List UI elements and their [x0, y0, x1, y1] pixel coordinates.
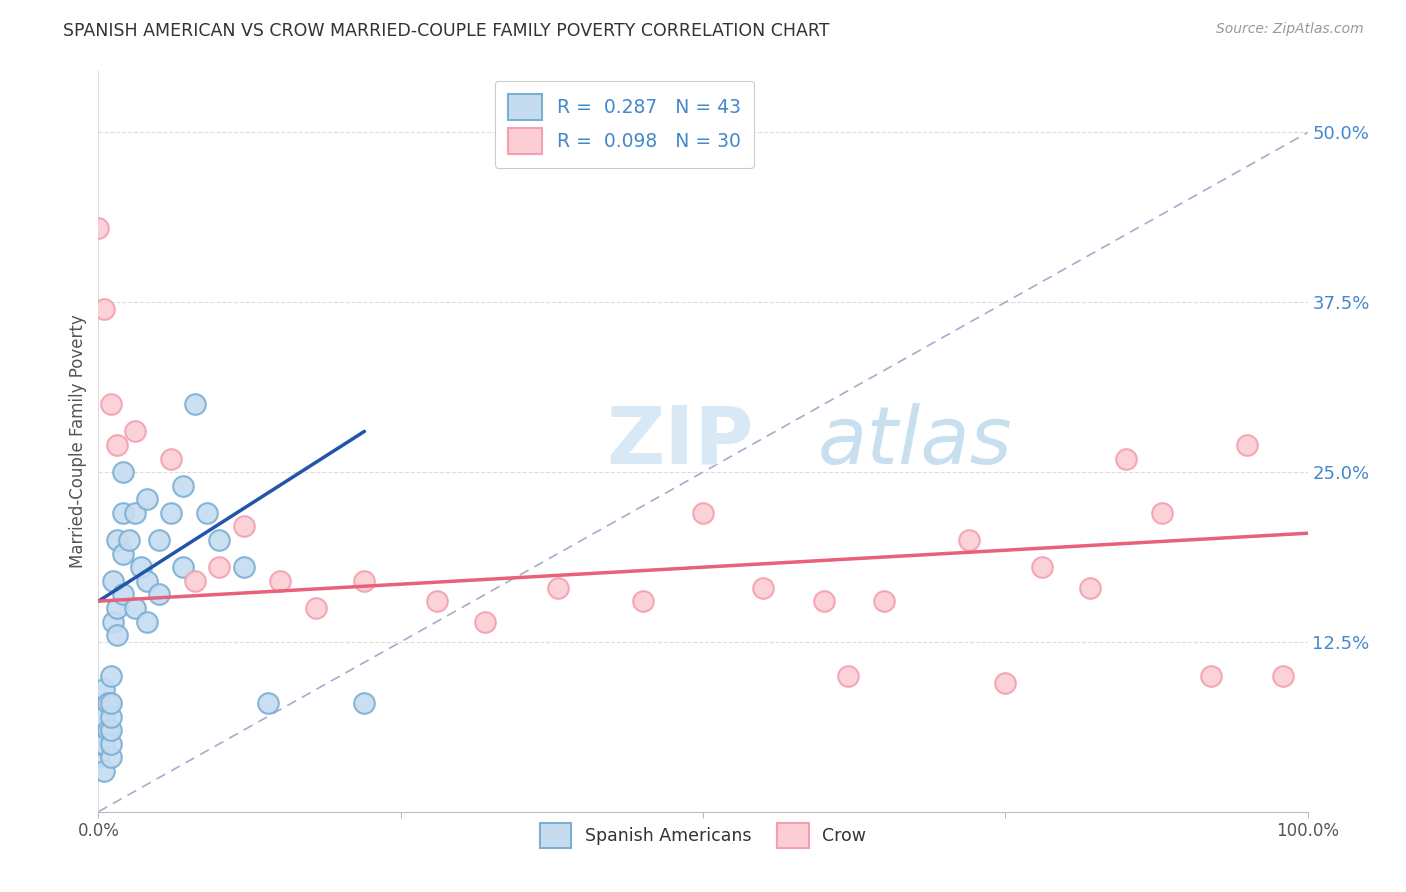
Point: [232, 519, 254, 533]
Point: [111, 587, 134, 601]
Point: [105, 628, 128, 642]
Point: [692, 506, 714, 520]
Point: [1236, 438, 1258, 452]
Point: [93, 737, 115, 751]
Point: [135, 615, 157, 629]
Point: [97, 723, 120, 738]
Point: [100, 397, 122, 411]
Point: [1031, 560, 1053, 574]
Point: [148, 533, 170, 547]
Point: [124, 506, 146, 520]
Point: [474, 615, 496, 629]
Point: [353, 696, 375, 710]
Point: [873, 594, 896, 608]
Point: [100, 696, 122, 710]
Point: [135, 574, 157, 588]
Point: [100, 669, 122, 683]
Point: [1199, 669, 1222, 683]
Point: [1078, 581, 1101, 595]
Point: [118, 533, 141, 547]
Point: [148, 587, 170, 601]
Point: [994, 675, 1017, 690]
Point: [547, 581, 569, 595]
Point: [101, 615, 124, 629]
Point: [172, 560, 194, 574]
Point: [93, 682, 115, 697]
Text: Source: ZipAtlas.com: Source: ZipAtlas.com: [1216, 22, 1364, 37]
Point: [100, 750, 122, 764]
Point: [93, 302, 115, 317]
Point: [426, 594, 449, 608]
Point: [208, 560, 231, 574]
Point: [129, 560, 152, 574]
Point: [256, 696, 278, 710]
Point: [100, 737, 122, 751]
Point: [87, 709, 110, 723]
Point: [93, 709, 115, 723]
Point: [124, 425, 146, 439]
Point: [160, 506, 183, 520]
Point: [1115, 451, 1137, 466]
Point: [105, 533, 128, 547]
Point: [195, 506, 218, 520]
Point: [135, 492, 157, 507]
Point: [813, 594, 835, 608]
Point: [1272, 669, 1295, 683]
Text: ZIP: ZIP: [606, 402, 754, 481]
Point: [957, 533, 980, 547]
Legend: Spanish Americans, Crow: Spanish Americans, Crow: [531, 814, 875, 856]
Point: [93, 764, 115, 778]
Point: [837, 669, 859, 683]
Point: [184, 397, 207, 411]
Point: [87, 723, 110, 738]
Point: [631, 594, 654, 608]
Point: [87, 220, 110, 235]
Point: [305, 601, 328, 615]
Point: [172, 478, 194, 492]
Point: [184, 574, 207, 588]
Text: atlas: atlas: [818, 402, 1012, 481]
Point: [111, 465, 134, 479]
Point: [100, 723, 122, 738]
Point: [208, 533, 231, 547]
Point: [353, 574, 375, 588]
Point: [105, 438, 128, 452]
Point: [124, 601, 146, 615]
Point: [87, 750, 110, 764]
Point: [752, 581, 775, 595]
Point: [87, 737, 110, 751]
Point: [101, 574, 124, 588]
Point: [1152, 506, 1174, 520]
Text: SPANISH AMERICAN VS CROW MARRIED-COUPLE FAMILY POVERTY CORRELATION CHART: SPANISH AMERICAN VS CROW MARRIED-COUPLE …: [63, 22, 830, 40]
Point: [100, 709, 122, 723]
Point: [160, 451, 183, 466]
Point: [232, 560, 254, 574]
Point: [269, 574, 291, 588]
Point: [111, 506, 134, 520]
Point: [111, 547, 134, 561]
Point: [105, 601, 128, 615]
Point: [97, 696, 120, 710]
Y-axis label: Married-Couple Family Poverty: Married-Couple Family Poverty: [69, 315, 87, 568]
